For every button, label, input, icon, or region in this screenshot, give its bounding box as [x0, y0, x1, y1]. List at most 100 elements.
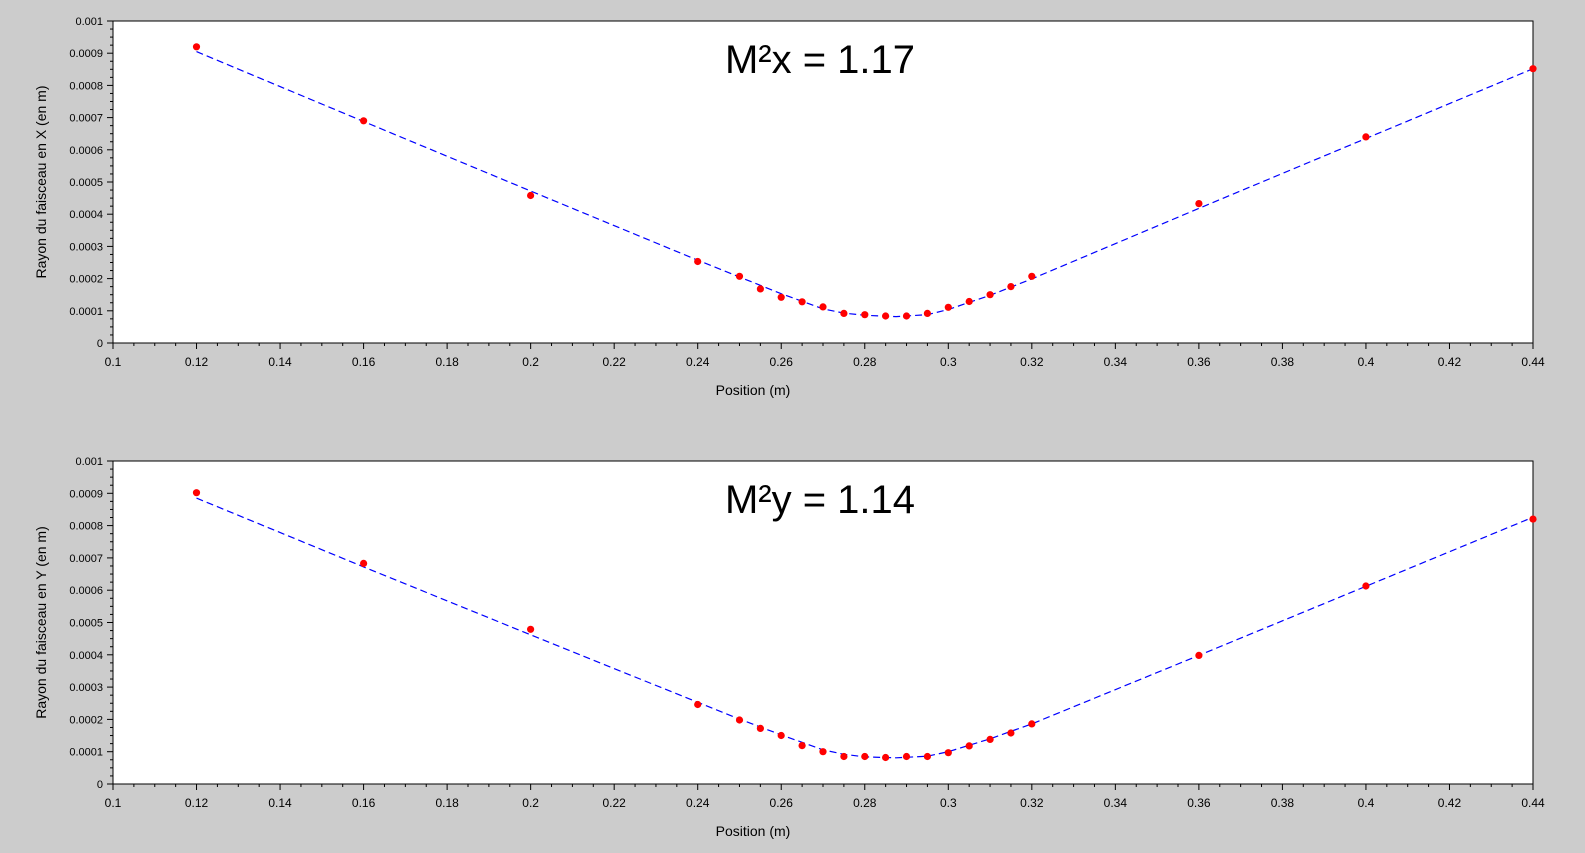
data-point — [882, 312, 890, 320]
data-point — [798, 298, 806, 306]
data-point — [735, 716, 744, 724]
data-point — [777, 293, 785, 301]
y-tick-label: 0.001 — [75, 16, 103, 28]
data-point — [840, 752, 848, 761]
data-point — [192, 489, 201, 497]
y-tick-label: 0.0004 — [69, 209, 103, 221]
data-point — [527, 191, 535, 200]
y-tick-label: 0 — [97, 779, 103, 791]
y-tick-label: 0.0005 — [69, 177, 103, 189]
y-tick-label: 0.0005 — [69, 618, 103, 630]
data-point — [798, 742, 806, 750]
x-tick-label: 0.14 — [268, 355, 292, 369]
data-point — [861, 311, 869, 319]
x-tick-label: 0.18 — [435, 796, 459, 810]
y-tick-label: 0.001 — [75, 456, 103, 468]
data-point — [1028, 720, 1036, 728]
data-point — [840, 309, 848, 317]
y-axis-ticks: 0 0.0001 0.0002 0.0003 0.0004 0.0005 0.0006 0.0… — [69, 16, 113, 350]
x-tick-label: 0.42 — [1438, 796, 1462, 810]
y-tick-label: 0.0003 — [69, 682, 103, 694]
data-point — [1007, 283, 1015, 291]
x-tick-label: 0.16 — [352, 796, 376, 810]
x-tick-label: 0.32 — [1020, 796, 1044, 810]
data-point — [192, 43, 201, 51]
y-tick-label: 0.0006 — [69, 145, 103, 157]
data-point — [965, 297, 973, 306]
x-tick-label: 0.22 — [602, 796, 626, 810]
x-tick-label: 0.28 — [853, 355, 877, 369]
data-point — [944, 749, 952, 757]
plot-area — [112, 20, 1534, 344]
data-point — [902, 312, 911, 320]
data-point — [819, 303, 827, 311]
x-tick-label: 0.4 — [1358, 796, 1375, 810]
x-tick-label: 0.38 — [1271, 796, 1295, 810]
x-tick-label: 0.12 — [185, 796, 209, 810]
x-axis-label: Position (m) — [716, 382, 791, 398]
data-point — [756, 724, 765, 733]
y-tick-label: 0.0008 — [69, 521, 103, 533]
x-tick-label: 0.36 — [1187, 355, 1211, 369]
x-tick-label: 0.32 — [1020, 355, 1044, 369]
y-tick-label: 0 — [97, 338, 103, 350]
x-tick-label: 0.26 — [770, 355, 794, 369]
data-point — [694, 700, 702, 709]
data-point — [1529, 515, 1537, 523]
data-point — [986, 735, 994, 744]
data-point — [861, 752, 869, 761]
data-points-group — [192, 43, 1537, 320]
x-tick-label: 0.36 — [1187, 796, 1211, 810]
data-point — [756, 285, 765, 293]
m2-annotation: M²y = 1.14 — [725, 478, 915, 522]
data-point — [777, 731, 785, 740]
x-tick-label: 0.34 — [1104, 355, 1128, 369]
x-tick-label: 0.44 — [1521, 355, 1545, 369]
y-tick-label: 0.0001 — [69, 306, 103, 318]
x-tick-label: 0.12 — [185, 355, 209, 369]
x-tick-label: 0.2 — [522, 355, 539, 369]
x-tick-label: 0.44 — [1521, 796, 1545, 810]
data-point — [1195, 200, 1203, 208]
x-tick-label: 0.26 — [770, 796, 794, 810]
x-tick-label: 0.1 — [105, 796, 122, 810]
chart-panel-x: 0.1 0.12 0.14 0.16 0.18 0.2 0.22 0.24 0.26 0.28 0.… — [33, 16, 1545, 398]
y-tick-label: 0.0007 — [69, 113, 103, 125]
data-point — [923, 752, 932, 761]
x-tick-label: 0.34 — [1104, 796, 1128, 810]
data-point — [1362, 582, 1370, 590]
x-tick-label: 0.3 — [940, 796, 957, 810]
data-points-group — [192, 489, 1537, 762]
data-point — [882, 753, 890, 762]
y-axis-label: Rayon du faisceau en X (en m) — [33, 86, 49, 279]
y-axis-ticks: 0 0.0001 0.0002 0.0003 0.0004 0.0005 0.0006 0.0… — [69, 456, 113, 791]
x-tick-label: 0.4 — [1358, 355, 1375, 369]
data-point — [527, 625, 535, 633]
data-point — [944, 303, 952, 311]
x-tick-label: 0.14 — [268, 796, 292, 810]
x-tick-label: 0.38 — [1271, 355, 1295, 369]
data-point — [360, 559, 368, 568]
y-tick-label: 0.0007 — [69, 553, 103, 565]
data-point — [965, 742, 973, 750]
data-point — [1529, 65, 1537, 73]
x-tick-label: 0.28 — [853, 796, 877, 810]
data-point — [360, 117, 368, 125]
x-tick-label: 0.22 — [602, 355, 626, 369]
data-point — [1362, 133, 1370, 141]
y-tick-label: 0.0001 — [69, 747, 103, 759]
x-tick-label: 0.42 — [1438, 355, 1462, 369]
x-tick-label: 0.18 — [435, 355, 459, 369]
x-axis-ticks: 0.1 0.12 0.14 0.16 0.18 0.2 0.22 0.24 0.26 0.28 0.… — [105, 783, 1545, 810]
m2-annotation: M²x = 1.17 — [725, 38, 915, 82]
data-point — [694, 257, 702, 266]
y-tick-label: 0.0008 — [69, 80, 103, 92]
x-tick-label: 0.24 — [686, 355, 710, 369]
y-tick-label: 0.0003 — [69, 241, 103, 253]
data-point — [923, 309, 932, 317]
y-tick-label: 0.0009 — [69, 48, 103, 60]
data-point — [1007, 729, 1015, 737]
chart-panel-y: 0.1 0.12 0.14 0.16 0.18 0.2 0.22 0.24 0.26 0.28 0.… — [33, 456, 1545, 839]
plot-area — [112, 460, 1534, 785]
